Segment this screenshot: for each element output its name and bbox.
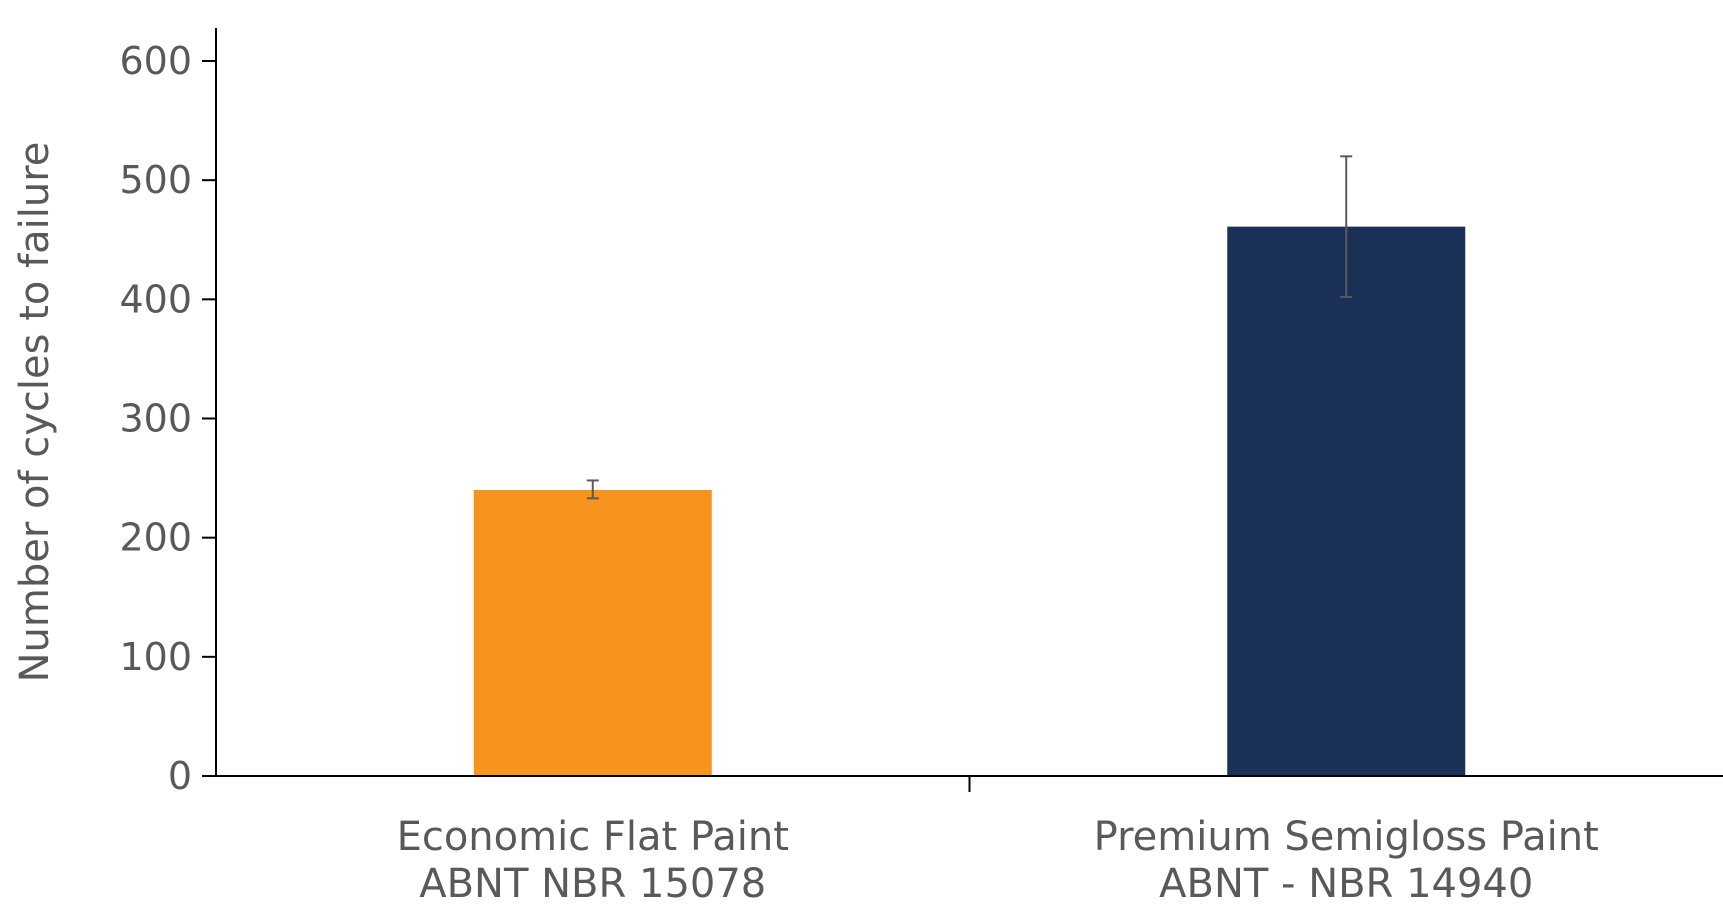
error-bars — [586, 155, 1353, 500]
category-label-line1: Premium Semigloss Paint — [1094, 814, 1599, 860]
category-label-line2: ABNT NBR 15078 — [419, 861, 766, 907]
y-tick-label: 600 — [119, 39, 192, 83]
y-tick-label: 400 — [119, 277, 192, 321]
bar — [473, 490, 712, 776]
error-bar — [586, 479, 599, 500]
y-axis-ticks: 0 100 200 300 400 500 600 — [119, 39, 216, 798]
y-tick-label: 0 — [168, 754, 192, 798]
bar — [1227, 226, 1466, 776]
bars — [473, 226, 1466, 776]
y-tick-label: 300 — [119, 397, 192, 441]
y-axis-title: Number of cycles to failure — [12, 142, 58, 683]
error-bar — [1340, 155, 1353, 298]
category-label-line2: ABNT - NBR 14940 — [1159, 861, 1533, 907]
y-tick-label: 200 — [119, 516, 192, 560]
category-label-line1: Economic Flat Paint — [397, 814, 789, 860]
y-tick-label: 500 — [119, 158, 192, 202]
y-tick-label: 100 — [119, 635, 192, 679]
